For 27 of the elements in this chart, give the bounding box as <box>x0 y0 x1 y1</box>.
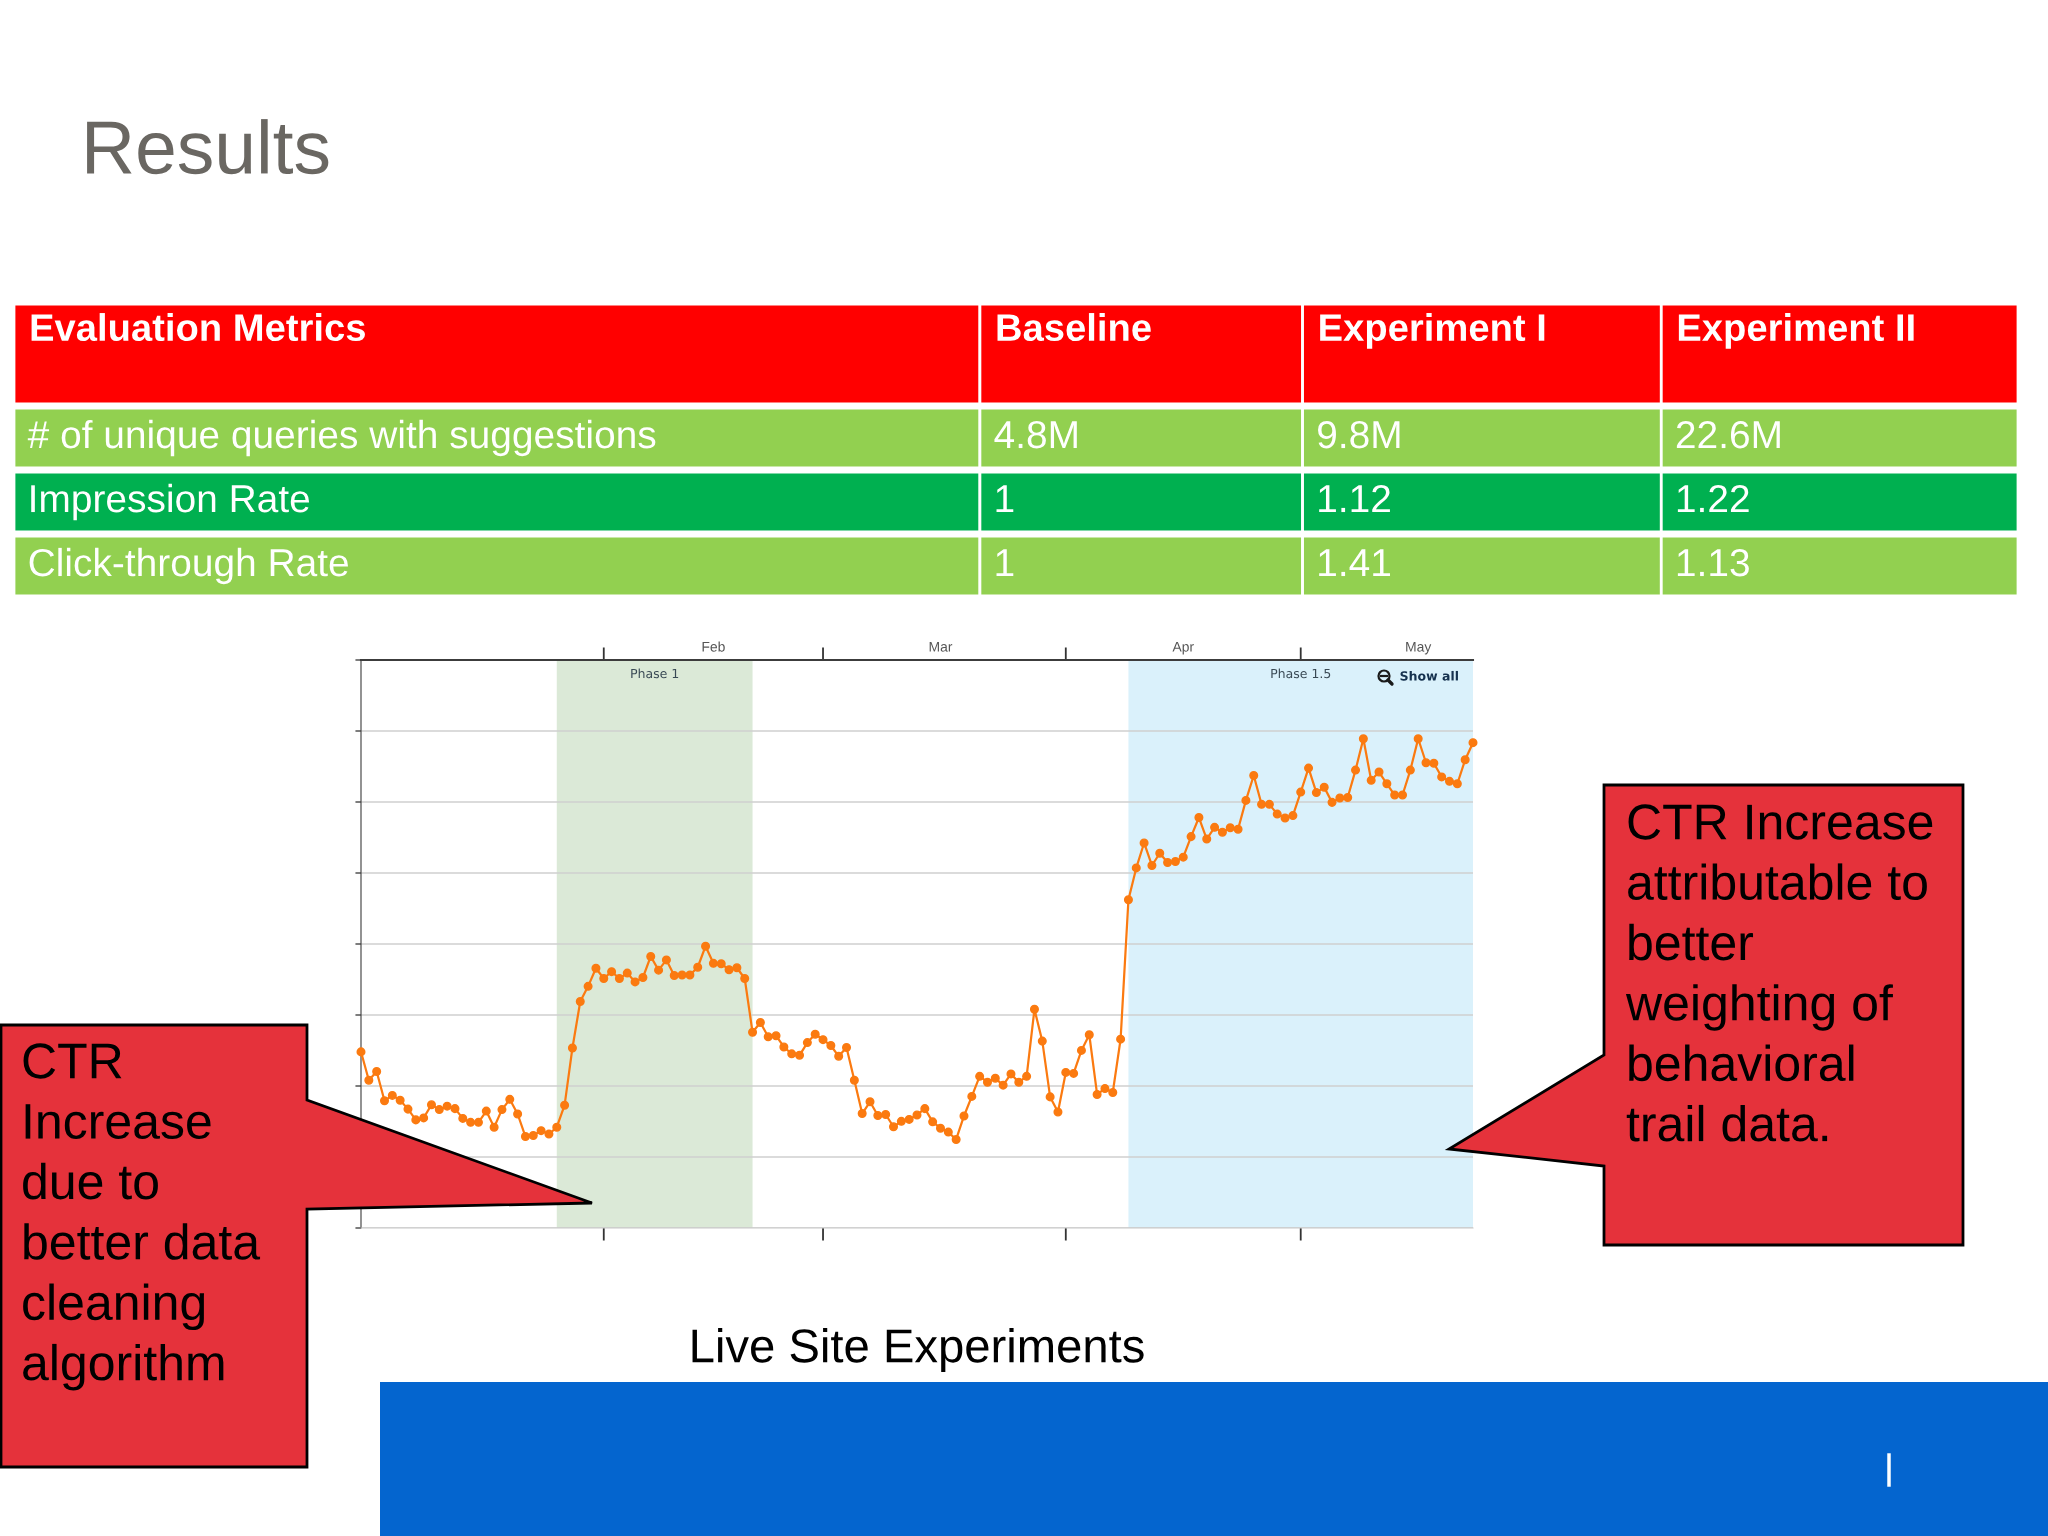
text: CTR Increase due to better data cleaning algorithm <box>23 1043 261 1391</box>
text: CTR Increase attributable to better weighting of behavioral trail data. <box>1625 804 1933 1142</box>
x-tick-label: Mar <box>929 642 953 652</box>
x-tick-label: Apr <box>1172 642 1194 655</box>
category-label: # of unique queries with suggestions <box>27 419 656 457</box>
band-label: Phase 1 <box>631 668 679 679</box>
text: 1.13 <box>1677 548 1749 577</box>
x-tick-label: Feb <box>702 641 725 652</box>
category-label: Impression Rate <box>31 483 310 521</box>
category-label: Experiment I <box>1320 313 1545 349</box>
text: 1 <box>996 549 1014 577</box>
text: 1.41 <box>1319 549 1390 577</box>
text: 4.8M <box>994 420 1077 449</box>
text: Live Site Experiments <box>692 1327 1144 1373</box>
text: 1.12 <box>1319 484 1390 513</box>
category-label: Experiment II <box>1678 313 1914 349</box>
text: 9.8M <box>1318 420 1400 449</box>
text: Results <box>87 119 329 175</box>
text: Show all <box>1400 670 1458 681</box>
band-label: Phase 1.5 <box>1271 668 1331 679</box>
category-label: Baseline <box>997 313 1151 342</box>
category-label: Click-through Rate <box>29 547 348 585</box>
text: 1 <box>996 485 1014 513</box>
text: 1.22 <box>1677 484 1749 513</box>
text: 22.6M <box>1676 420 1780 449</box>
category-label: Evaluation Metrics <box>31 313 365 342</box>
x-tick-label: May <box>1406 642 1432 655</box>
